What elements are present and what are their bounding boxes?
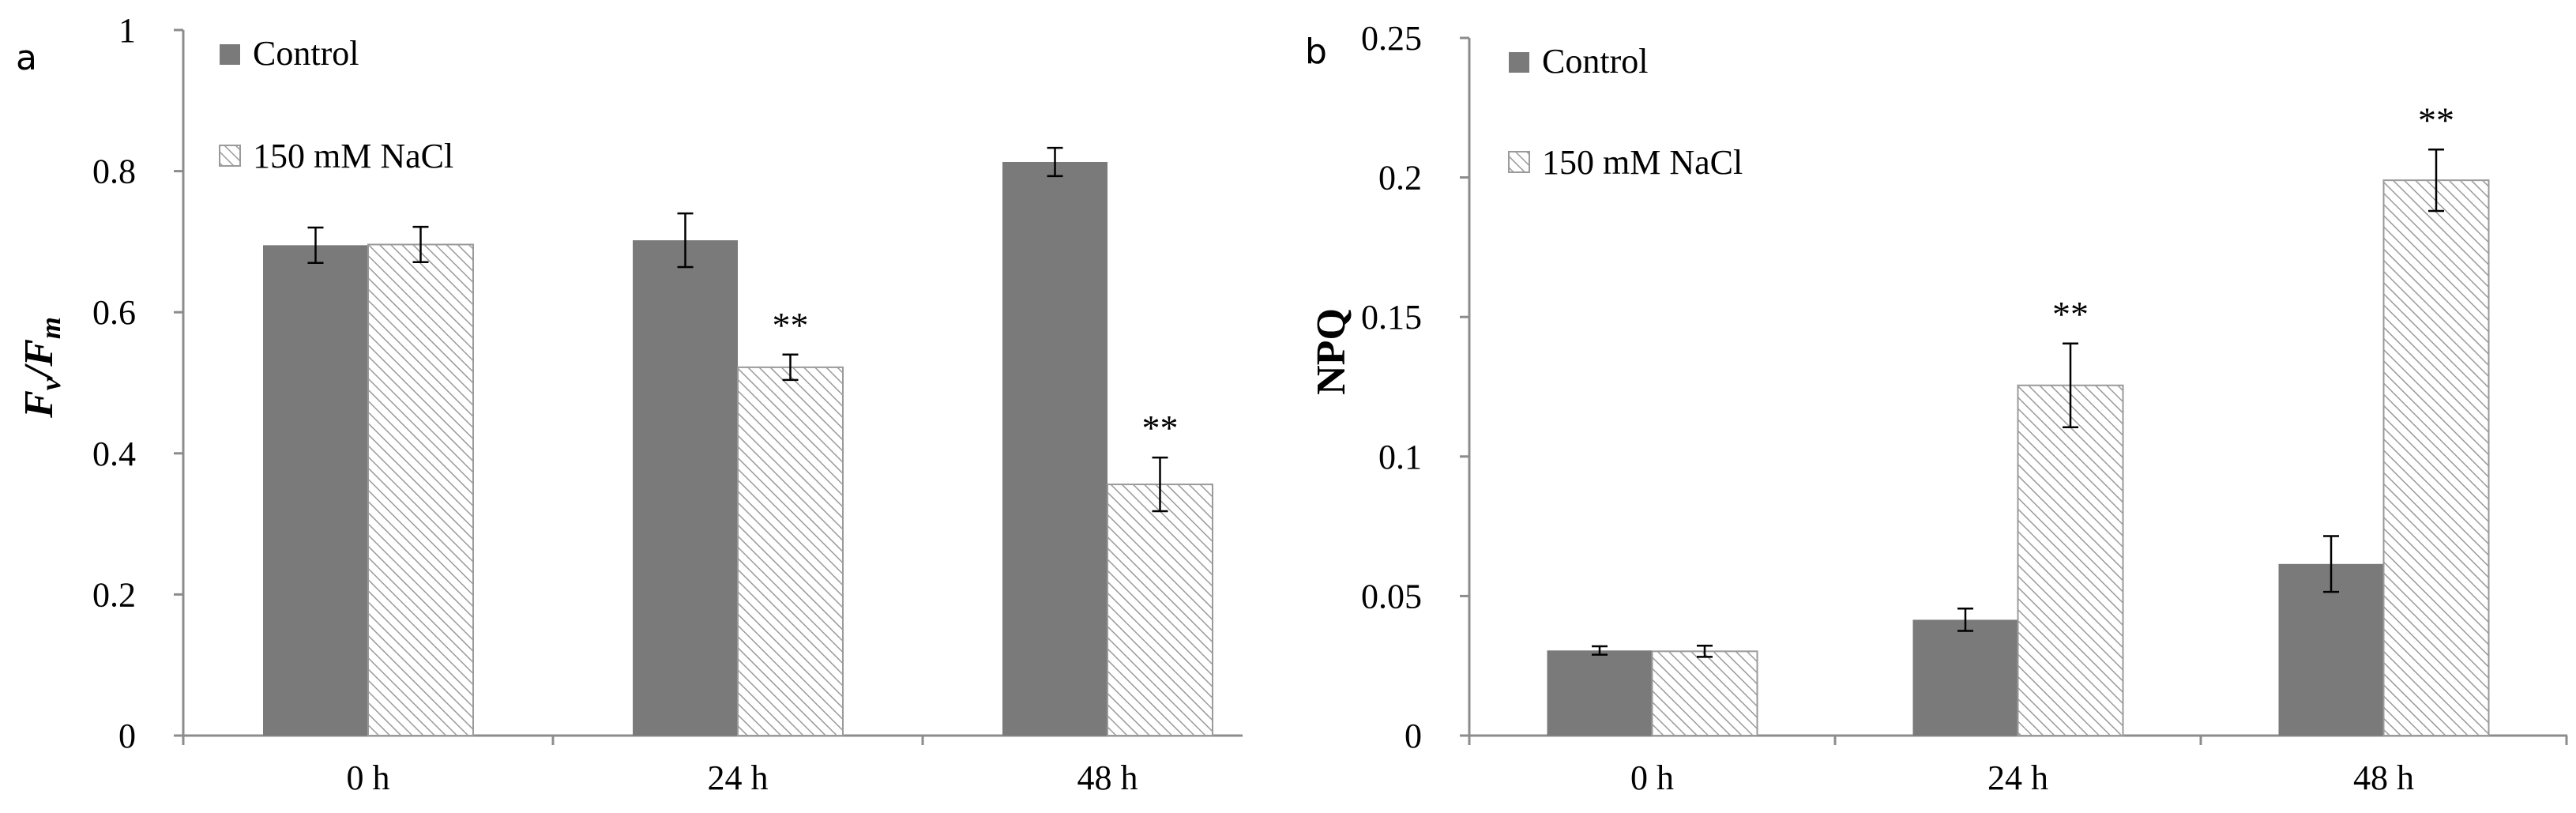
x-tick-label-a: 24 h [708, 758, 769, 797]
y-tick-label-a: 0.2 [92, 575, 136, 614]
legend-a-control-label: Control [253, 34, 359, 73]
panel-b-label: b [1305, 32, 1327, 72]
y-tick-label-b: 0 [1405, 717, 1422, 755]
legend-b-nacl-swatch [1508, 151, 1530, 173]
significance-label-b: ** [2052, 294, 2089, 334]
bar-a-nacl [1107, 484, 1213, 736]
y-tick-label-a: 0.8 [92, 152, 136, 191]
y-tick-label-a: 0 [118, 717, 136, 755]
bar-b-nacl [2382, 179, 2490, 736]
y-tick-label-a: 0.4 [92, 435, 136, 473]
panel-b-ylabel: NPQ [1309, 308, 1354, 395]
y-tick-label-b: 0.05 [1361, 577, 1422, 615]
panel-a-ylabel: Fv/Fm [17, 317, 66, 419]
panel-a-plot: 0 0.2 0.4 0.6 0.8 1 0 h 24 h ** 48 h ** [92, 11, 1243, 797]
x-tick-label-a: 48 h [1077, 758, 1138, 797]
y-tick-label-a: 1 [118, 11, 136, 50]
x-tick-label-b: 24 h [1987, 758, 2048, 797]
panel-b-plot: 0 0.05 0.1 0.15 0.2 0.25 0 h 24 h ** 48 h ** [1361, 19, 2568, 797]
bar-a-nacl [737, 366, 844, 736]
y-tick-label-b: 0.15 [1361, 298, 1422, 337]
bar-a-control [263, 245, 368, 736]
x-tick-label-b: 0 h [1630, 758, 1674, 797]
bar-b-nacl [1651, 650, 1758, 737]
bar-a-control [633, 240, 738, 736]
y-tick-label-a: 0.6 [92, 293, 136, 332]
bar-b-control [1912, 619, 2018, 736]
bar-a-control [1002, 161, 1107, 736]
legend-b-control-swatch [1509, 52, 1529, 73]
panel-b: b NPQ Control 150 mM NaCl 0 0.05 0.1 0.15 0.… [1305, 19, 2568, 797]
significance-label-a: ** [1142, 408, 1179, 448]
y-tick-label-b: 0.2 [1378, 159, 1422, 198]
x-tick-label-b: 48 h [2353, 758, 2414, 797]
legend-a-nacl-swatch [219, 145, 241, 167]
legend-b-control-label: Control [1542, 42, 1648, 81]
bar-b-nacl [2017, 384, 2124, 736]
panel-a-legend: Control 150 mM NaCl [219, 34, 453, 175]
y-tick-label-b: 0.25 [1361, 19, 1422, 58]
legend-a-nacl-label: 150 mM NaCl [253, 137, 453, 175]
bar-b-control [1547, 650, 1653, 736]
panel-b-legend: Control 150 mM NaCl [1508, 42, 1743, 182]
panel-a: a Fv/Fm Control 150 mM NaCl 0 0.2 0.4 0.6 0.… [16, 11, 1243, 797]
legend-a-control-swatch [220, 44, 240, 65]
legend-b-nacl-label: 150 mM NaCl [1542, 143, 1743, 182]
significance-label-b: ** [2418, 100, 2454, 140]
bar-a-nacl [367, 243, 474, 736]
y-tick-label-b: 0.1 [1378, 438, 1422, 476]
x-tick-label-a: 0 h [347, 758, 390, 797]
panel-a-label: a [16, 38, 37, 78]
significance-label-a: ** [773, 305, 809, 345]
